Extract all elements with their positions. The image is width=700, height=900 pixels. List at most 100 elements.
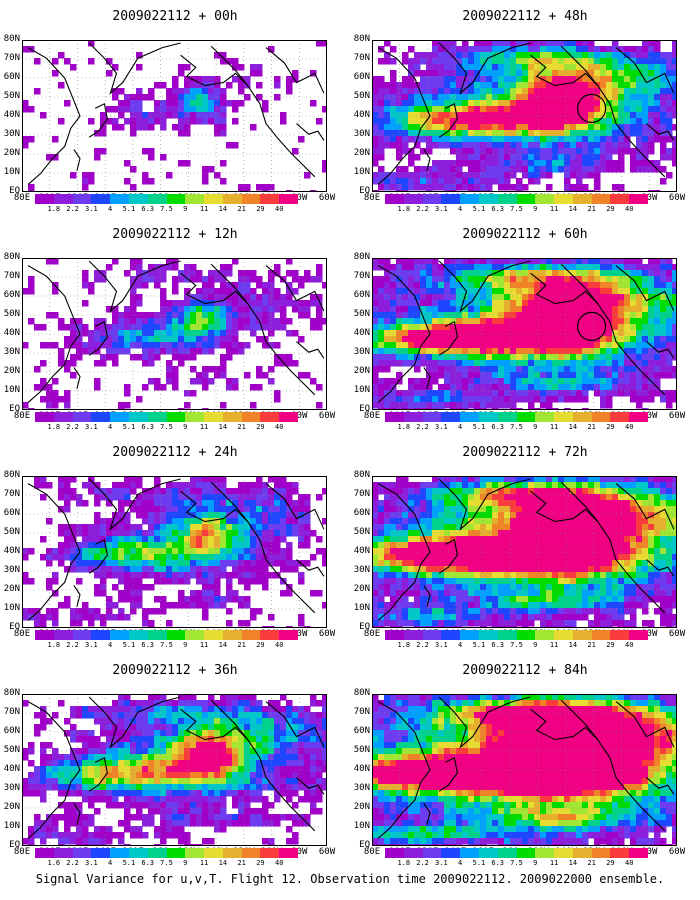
colorbar-swatch xyxy=(222,848,243,858)
colorbar: 1.8 2.2 3.1 4 5.1 6.3 7.5 9 11 14 21 29 40 xyxy=(35,412,299,436)
map-panel: 2009022112 + 36h 80N 70N 60N 50N 40N 30N 20N 10N… xyxy=(0,654,350,872)
colorbar-label: 40 xyxy=(624,423,634,431)
colorbar-swatch xyxy=(279,630,299,640)
lat-tick-label: 80N xyxy=(3,688,20,698)
colorbar-label: 4 xyxy=(458,641,463,649)
lon-tick-label: 80W xyxy=(641,193,658,203)
lat-tick-label: 40N xyxy=(353,328,370,338)
lat-tick-label: 30N xyxy=(3,565,20,575)
colorbar-label: 21 xyxy=(237,423,246,431)
variance-map xyxy=(372,258,677,410)
map-panel: 2009022112 + 24h 80N 70N 60N 50N 40N 30N 20N 10N… xyxy=(0,436,350,654)
colorbar-swatch xyxy=(72,848,92,858)
colorbar-label: 1.8 xyxy=(47,205,61,213)
colorbar-label: 1.8 xyxy=(397,859,411,867)
colorbar-label: 11 xyxy=(549,859,559,867)
lat-tick-label: EQ xyxy=(359,186,370,196)
colorbar: 1.8 2.2 3.1 4 5.1 6.3 7.5 9 11 14 21 29 40 xyxy=(385,412,649,436)
variance-shading xyxy=(372,258,677,410)
colorbar-swatch xyxy=(441,412,461,422)
variance-map xyxy=(372,476,677,628)
lat-tick-label: 50N xyxy=(3,309,20,319)
variance-shading xyxy=(372,476,677,628)
colorbar-swatch xyxy=(460,848,480,858)
colorbar: 1.8 2.2 3.1 4 5.1 6.3 7.5 9 11 14 21 29 40 xyxy=(385,848,649,872)
lat-tick-label: 20N xyxy=(353,148,370,158)
variance-map xyxy=(22,258,327,410)
colorbar-swatch xyxy=(610,194,630,204)
map-panel: 2009022112 + 60h 80N 70N 60N 50N 40N 30N 20N 10N… xyxy=(350,218,700,436)
panel-title: 2009022112 + 60h xyxy=(462,227,588,242)
coastlines xyxy=(377,478,675,621)
colorbar: 1.8 2.2 3.1 4 5.1 6.3 7.5 9 11 14 21 29 40 xyxy=(35,630,299,654)
colorbar-label: 14 xyxy=(218,423,228,431)
lat-tick-label: EQ xyxy=(9,840,20,850)
colorbar-label: 6.3 xyxy=(491,423,505,431)
colorbar-swatch xyxy=(53,194,74,204)
colorbar-label: 21 xyxy=(237,859,246,867)
colorbar-swatch xyxy=(497,848,517,858)
colorbar-label: 29 xyxy=(606,205,615,213)
colorbar-swatch xyxy=(279,848,299,858)
colorbar-label: 14 xyxy=(218,641,228,649)
colorbar-label: 2.2 xyxy=(66,641,79,649)
lat-tick-label: 80N xyxy=(3,470,20,480)
panel-title: 2009022112 + 48h xyxy=(462,9,588,24)
colorbar-swatch xyxy=(185,848,205,858)
panel-title: 2009022112 + 84h xyxy=(462,663,588,678)
colorbar-label: 3.1 xyxy=(85,859,98,867)
lat-tick-label: 10N xyxy=(3,821,20,831)
colorbar-label: 5.1 xyxy=(472,423,486,431)
lon-tick-label: 60W xyxy=(668,411,686,421)
map-panel: 2009022112 + 12h 80N 70N 60N 50N 40N 30N 20N 10N… xyxy=(0,218,350,436)
colorbar-label: 9 xyxy=(533,641,538,649)
map-panel: 2009022112 + 72h 80N 70N 60N 50N 40N 30N 20N 10N… xyxy=(350,436,700,654)
graticule xyxy=(22,476,327,628)
lat-tick-label: EQ xyxy=(9,186,20,196)
panel-title: 2009022112 + 00h xyxy=(112,9,238,24)
lat-tick-label: 70N xyxy=(3,707,20,717)
colorbar-swatch xyxy=(610,412,630,422)
colorbar-swatch xyxy=(629,848,649,858)
colorbar-label: 2.2 xyxy=(416,641,429,649)
colorbar-label: 14 xyxy=(218,859,228,867)
colorbar-label: 9 xyxy=(533,423,538,431)
colorbar-label: 4 xyxy=(458,859,463,867)
colorbar-swatch xyxy=(497,630,517,640)
colorbar-label: 1.8 xyxy=(47,641,61,649)
colorbar-label: 6.3 xyxy=(141,641,155,649)
colorbar-label: 7.5 xyxy=(160,205,173,213)
colorbar-swatch xyxy=(35,412,55,422)
colorbar-swatch xyxy=(610,630,630,640)
lat-tick-label: 30N xyxy=(353,129,370,139)
lat-tick-label: 60N xyxy=(3,72,20,82)
colorbar-swatch xyxy=(35,194,55,204)
colorbar-swatch xyxy=(460,412,480,422)
lat-tick-label: 40N xyxy=(353,110,370,120)
lat-tick-label: 20N xyxy=(353,584,370,594)
colorbar-swatch xyxy=(241,412,261,422)
colorbar-label: 11 xyxy=(199,205,209,213)
colorbar-label: 4 xyxy=(458,205,463,213)
colorbar-swatch xyxy=(128,848,149,858)
colorbar-swatch xyxy=(166,630,186,640)
lat-tick-label: 60N xyxy=(3,726,20,736)
colorbar-swatch xyxy=(110,412,130,422)
colorbar-swatch xyxy=(516,630,536,640)
colorbar-swatch xyxy=(110,630,130,640)
colorbar-label: 6.3 xyxy=(141,423,155,431)
colorbar-label: 7.5 xyxy=(510,859,523,867)
colorbar-swatch xyxy=(554,848,574,858)
colorbar-swatch xyxy=(460,194,480,204)
colorbar-swatch xyxy=(591,630,611,640)
colorbar-label: 40 xyxy=(624,641,634,649)
target-circle xyxy=(577,311,607,342)
colorbar-label: 7.5 xyxy=(160,859,173,867)
colorbar-label: 14 xyxy=(218,205,228,213)
lat-tick-label: 20N xyxy=(353,802,370,812)
lat-tick-label: 50N xyxy=(3,745,20,755)
lat-tick-label: 80N xyxy=(3,252,20,262)
colorbar-label: 5.1 xyxy=(122,205,136,213)
colorbar-swatch xyxy=(497,194,517,204)
colorbar-label: 21 xyxy=(587,641,596,649)
